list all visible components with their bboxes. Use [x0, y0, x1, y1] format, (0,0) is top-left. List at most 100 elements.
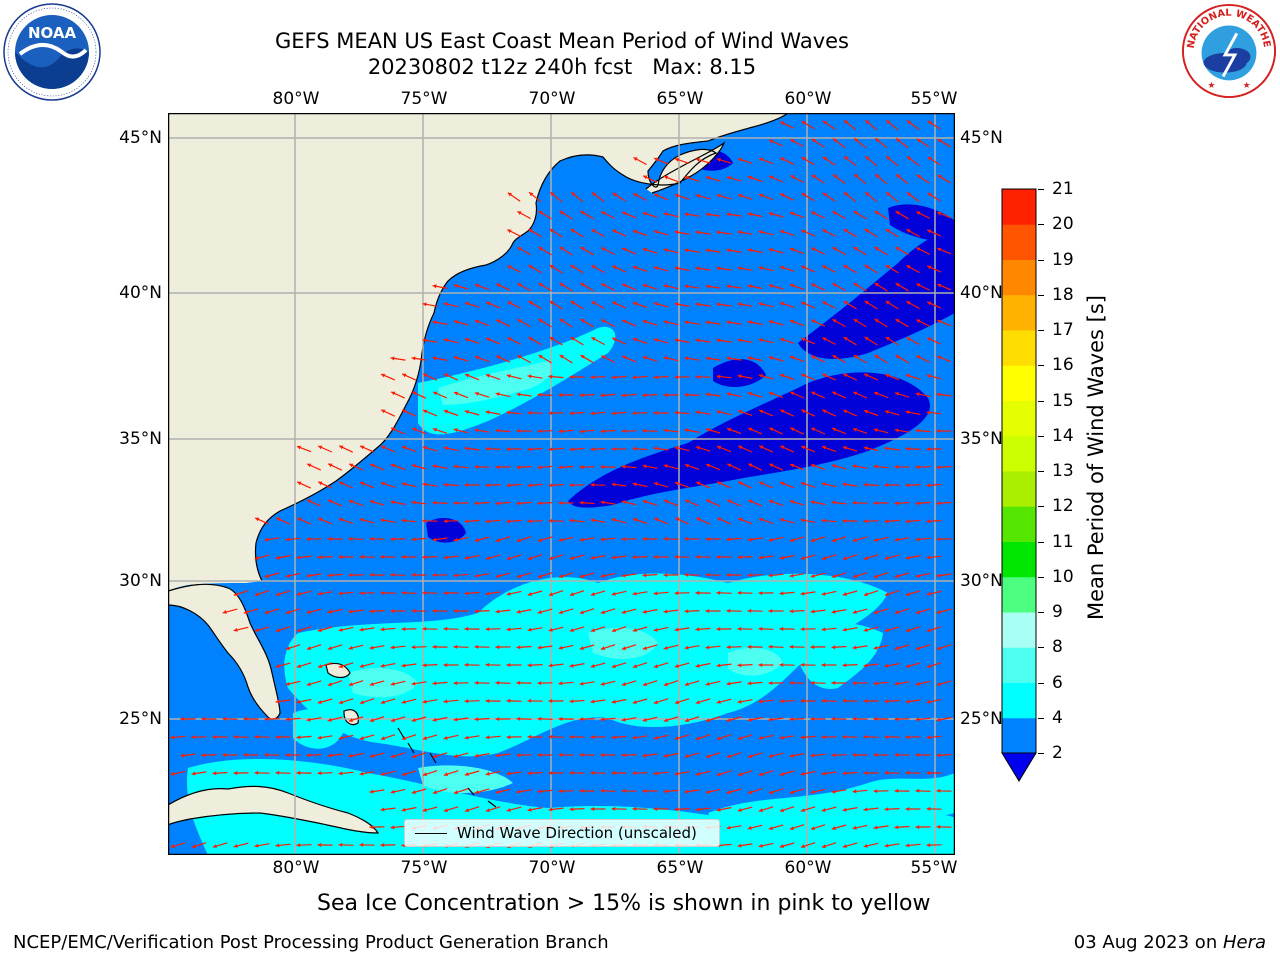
wind-arrow-head: [422, 482, 427, 487]
wind-arrow-head: [905, 410, 910, 415]
wind-arrow-head: [317, 700, 322, 704]
wind-arrow-head: [401, 590, 406, 595]
wind-arrow-head: [894, 646, 899, 650]
wind-arrow-head: [569, 592, 574, 597]
wind-arrow-head: [894, 681, 899, 686]
wind-arrow-head: [747, 175, 753, 180]
wind-arrow-head: [758, 302, 763, 307]
wind-arrow-head: [507, 192, 512, 197]
wind-arrow-head: [831, 500, 836, 505]
colorbar-tick-label: 8: [1052, 637, 1063, 658]
wind-arrow-head: [674, 591, 679, 596]
chart-title: GEFS MEAN US East Coast Mean Period of W…: [275, 29, 849, 53]
wind-arrow-head: [864, 265, 869, 269]
wind-arrow-head: [537, 753, 542, 757]
colorbar-segment: [1002, 506, 1036, 542]
wind-arrow-head: [885, 373, 890, 378]
wind-arrow-head: [621, 682, 626, 686]
wind-arrow-head: [516, 501, 521, 506]
wind-arrow-head: [653, 664, 658, 669]
wind-arrow-head: [684, 463, 689, 468]
wind-arrow-head: [863, 663, 868, 668]
wind-arrow-head: [768, 790, 773, 795]
wind-arrow-head: [580, 319, 585, 323]
wind-arrow-head: [348, 536, 353, 541]
wind-arrow-head: [663, 718, 668, 722]
wind-arrow-head: [843, 409, 848, 414]
wind-arrow-head: [506, 663, 511, 667]
wind-arrow-head: [380, 843, 385, 848]
wind-arrow-head: [411, 754, 416, 759]
wind-arrow-head: [717, 517, 722, 522]
wind-arrow-head: [296, 735, 301, 740]
wind-arrow-head: [612, 229, 617, 234]
wind-arrow-head: [821, 808, 826, 812]
wind-arrow-head: [443, 338, 448, 343]
wind-arrow-head: [453, 573, 458, 578]
wind-arrow-head: [621, 429, 626, 434]
wind-arrow-head: [886, 156, 891, 161]
colorbar-tick-label: 16: [1052, 355, 1074, 376]
wind-arrow-head: [758, 843, 763, 848]
wind-arrow-head: [853, 211, 858, 215]
wind-arrow-head: [506, 735, 511, 740]
wind-arrow-head: [927, 301, 932, 306]
wind-arrow-head: [790, 391, 795, 396]
wind-arrow-head: [895, 247, 900, 251]
wind-arrow-head: [653, 266, 658, 270]
wind-arrow-head: [475, 319, 480, 324]
colorbar-tick-mark: [1038, 224, 1044, 226]
wind-arrow-head: [926, 806, 931, 811]
wind-arrow-head: [716, 590, 721, 595]
wind-arrow-head: [821, 698, 826, 703]
wind-arrow-head: [905, 373, 910, 378]
wind-arrow-head: [768, 681, 773, 686]
wind-arrow-head: [569, 734, 574, 739]
wind-arrow-head: [873, 464, 878, 469]
wind-arrow-head: [191, 771, 196, 776]
wind-arrow-head: [905, 843, 910, 848]
wind-arrow-head: [747, 644, 752, 649]
wind-arrow-head: [758, 735, 763, 740]
wind-arrow-head: [885, 301, 890, 305]
wind-arrow-head: [789, 609, 794, 614]
wind-arrow-head: [402, 409, 407, 414]
wind-arrow-head: [380, 481, 385, 486]
wind-arrow-head: [579, 646, 584, 650]
wind-arrow-head: [926, 410, 931, 415]
wind-arrow-head: [674, 266, 679, 271]
wind-arrow-head: [422, 590, 427, 595]
wind-arrow-head: [737, 338, 742, 343]
wind-arrow-head: [453, 790, 458, 795]
wind-arrow-head: [842, 482, 847, 487]
wind-arrow-head: [936, 824, 941, 829]
cuba-land: [168, 786, 378, 833]
lon-label-top-80w: 80°W: [272, 89, 320, 109]
wind-arrow-head: [927, 337, 932, 342]
wind-arrow-head: [789, 753, 794, 758]
wind-arrow-head: [264, 717, 269, 722]
period-6-8-zones: [348, 361, 783, 794]
colorbar-tick-label: 6: [1052, 672, 1063, 693]
wind-arrow-head: [296, 843, 301, 848]
wind-arrow-head: [842, 663, 847, 668]
wind-arrow-head: [663, 753, 668, 758]
wind-arrow-head: [810, 500, 815, 505]
wind-arrow-head: [810, 538, 815, 543]
wind-arrow-head: [684, 212, 689, 217]
wind-arrow-head: [517, 283, 522, 287]
wind-arrow-head: [779, 735, 784, 740]
wind-arrow-head: [695, 700, 700, 704]
wind-arrow-head: [359, 771, 364, 776]
wind-arrow-head: [864, 373, 869, 378]
wind-arrow-head: [726, 392, 731, 397]
lat-label-left-35n: 35°N: [119, 429, 162, 449]
wind-arrow-head: [443, 735, 448, 740]
wind-arrow-head: [569, 770, 574, 775]
lon-label-top-70w: 70°W: [528, 89, 576, 109]
wind-arrow-head: [317, 555, 322, 560]
wind-arrow-head: [432, 427, 437, 432]
wind-arrow-head: [369, 572, 374, 577]
wind-arrow-head: [705, 248, 710, 253]
wind-arrow-head: [306, 537, 311, 542]
